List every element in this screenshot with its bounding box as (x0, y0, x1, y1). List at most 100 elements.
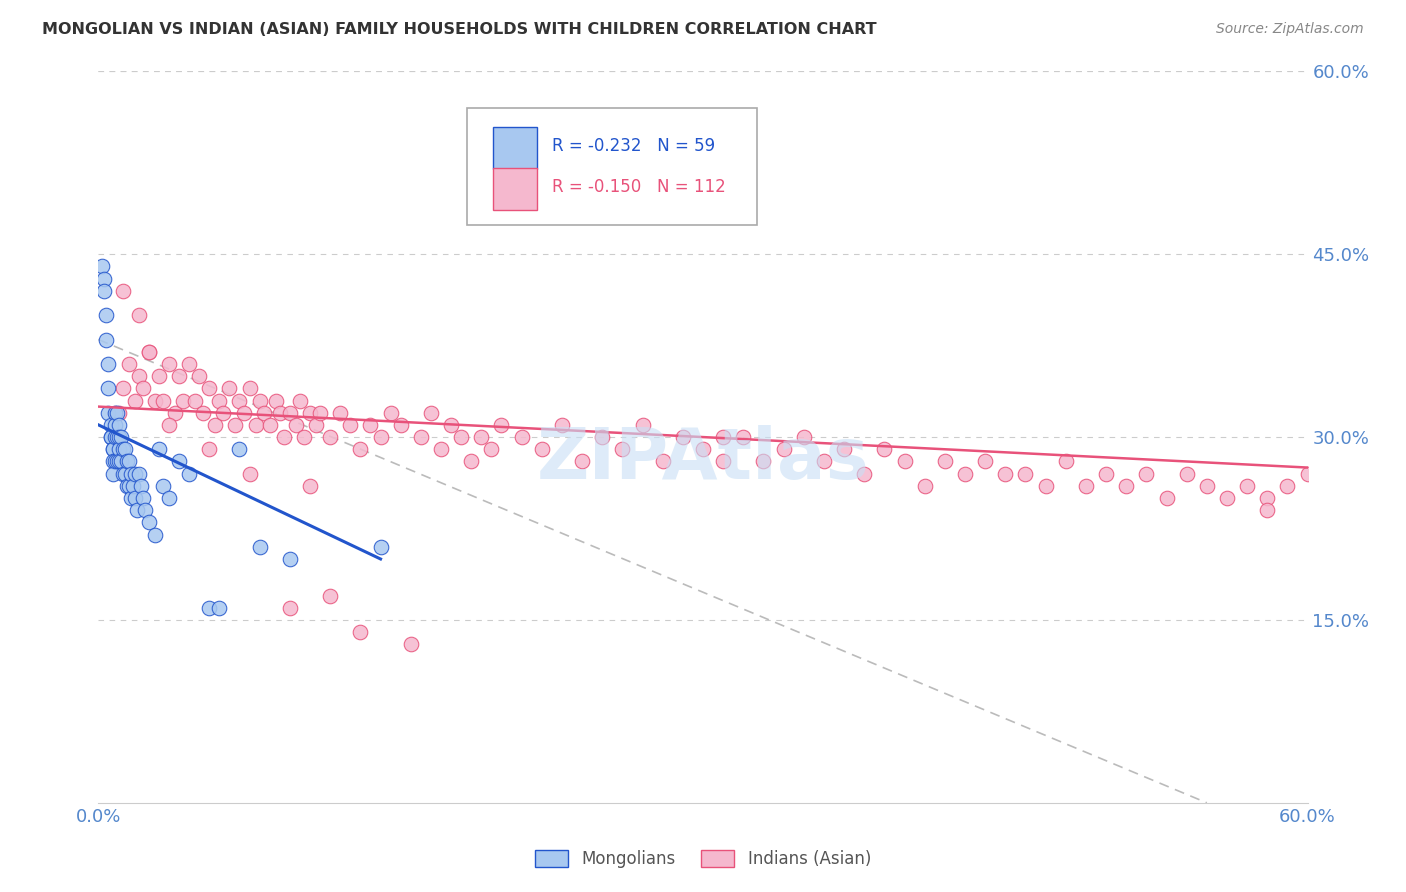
Point (530, 442, 553, 457)
Point (399, 637, 422, 651)
Point (111, 442, 134, 457)
Point (103, 406, 125, 420)
Legend: Mongolians, Indians (Asian): Mongolians, Indians (Asian) (529, 844, 877, 875)
Point (128, 467, 150, 481)
Point (278, 600, 301, 615)
Point (97, 357, 120, 371)
Point (974, 454, 997, 468)
Point (120, 467, 142, 481)
Point (120, 491, 142, 505)
Point (103, 454, 125, 468)
Point (1035, 479, 1057, 493)
Text: Source: ZipAtlas.com: Source: ZipAtlas.com (1216, 22, 1364, 37)
Point (129, 479, 152, 493)
Point (101, 442, 124, 457)
FancyBboxPatch shape (492, 127, 537, 169)
Point (96, 308, 118, 322)
Point (188, 369, 211, 384)
Point (460, 454, 482, 468)
Point (692, 442, 714, 457)
Point (91, 260, 114, 274)
Point (249, 540, 271, 554)
Point (934, 454, 956, 468)
Point (218, 381, 240, 395)
Point (167, 369, 190, 384)
Point (1256, 503, 1278, 517)
Point (1277, 479, 1299, 493)
Point (110, 430, 132, 444)
FancyBboxPatch shape (492, 168, 537, 210)
Point (1095, 467, 1118, 481)
Point (105, 406, 128, 420)
Point (299, 479, 322, 493)
Point (873, 442, 896, 457)
Point (143, 393, 166, 408)
Point (224, 417, 246, 432)
Point (232, 406, 254, 420)
Point (1135, 467, 1157, 481)
Point (481, 442, 503, 457)
Point (157, 491, 180, 505)
Point (179, 467, 201, 481)
Point (305, 417, 328, 432)
Point (118, 357, 141, 371)
Point (107, 417, 129, 432)
Point (389, 417, 412, 432)
Point (152, 479, 174, 493)
Point (551, 417, 574, 432)
Point (491, 417, 513, 432)
Point (179, 357, 201, 371)
Point (1296, 467, 1319, 481)
Point (651, 454, 673, 468)
Point (319, 589, 342, 603)
Point (105, 430, 128, 444)
Point (118, 454, 141, 468)
Point (107, 454, 129, 468)
Point (208, 393, 231, 408)
Point (893, 454, 915, 468)
Point (148, 369, 170, 384)
Point (380, 406, 402, 420)
Point (1236, 479, 1258, 493)
Point (953, 467, 976, 481)
Point (103, 430, 125, 444)
Point (93, 271, 115, 285)
Text: R = -0.232   N = 59: R = -0.232 N = 59 (551, 137, 716, 155)
Point (319, 430, 342, 444)
Point (329, 406, 352, 420)
Point (430, 442, 453, 457)
Point (107, 430, 129, 444)
Point (97, 406, 120, 420)
Point (273, 430, 295, 444)
Point (1195, 479, 1218, 493)
Point (711, 454, 734, 468)
Point (157, 417, 180, 432)
Point (204, 417, 226, 432)
Point (114, 467, 136, 481)
Point (124, 467, 146, 481)
Point (772, 442, 794, 457)
Point (212, 406, 235, 420)
Point (853, 467, 876, 481)
Point (245, 417, 267, 432)
Point (172, 393, 194, 408)
Point (121, 479, 143, 493)
Point (101, 467, 124, 481)
Point (813, 454, 835, 468)
Point (292, 430, 315, 444)
Point (184, 393, 207, 408)
Point (138, 516, 160, 530)
Text: MONGOLIAN VS INDIAN (ASIAN) FAMILY HOUSEHOLDS WITH CHILDREN CORRELATION CHART: MONGOLIAN VS INDIAN (ASIAN) FAMILY HOUSE… (42, 22, 877, 37)
Point (143, 527, 166, 541)
Point (101, 442, 124, 457)
Point (132, 381, 155, 395)
Point (152, 393, 174, 408)
Text: R = -0.150   N = 112: R = -0.150 N = 112 (551, 178, 725, 196)
Point (132, 491, 155, 505)
Point (612, 442, 634, 457)
Point (914, 479, 936, 493)
Point (1256, 491, 1278, 505)
Point (103, 417, 125, 432)
Point (167, 454, 190, 468)
Point (148, 442, 170, 457)
